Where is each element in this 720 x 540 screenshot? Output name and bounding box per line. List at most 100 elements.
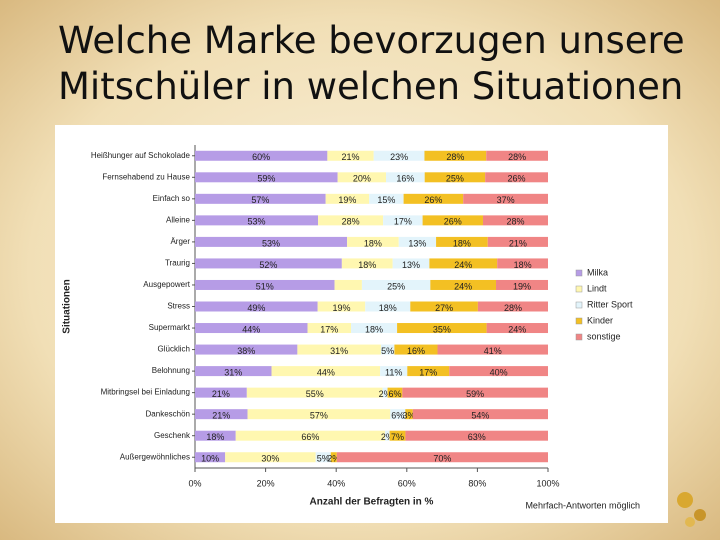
value-label: 19% bbox=[332, 303, 350, 313]
value-label: 49% bbox=[247, 303, 265, 313]
value-label: 24% bbox=[454, 260, 472, 270]
value-label: 31% bbox=[224, 367, 242, 377]
bar-segment bbox=[337, 172, 387, 183]
x-tick-label: 20% bbox=[257, 478, 275, 488]
value-label: 44% bbox=[317, 367, 335, 377]
bar-segment bbox=[317, 301, 366, 312]
value-label: 37% bbox=[497, 195, 515, 205]
bar-segment bbox=[497, 258, 548, 269]
bar-segment bbox=[246, 387, 383, 398]
bar-segment bbox=[351, 323, 398, 334]
value-label: 19% bbox=[338, 195, 356, 205]
bar-segment bbox=[398, 236, 437, 247]
value-label: 53% bbox=[262, 238, 280, 248]
value-label: 59% bbox=[257, 174, 275, 184]
value-label: 25% bbox=[446, 174, 464, 184]
value-label: 24% bbox=[454, 281, 472, 291]
bar-segment bbox=[325, 193, 370, 204]
value-label: 38% bbox=[237, 346, 255, 356]
value-label: 51% bbox=[256, 281, 274, 291]
value-label: 28% bbox=[446, 152, 464, 162]
value-label: 13% bbox=[408, 238, 426, 248]
value-label: 3% bbox=[403, 411, 416, 421]
value-label: 27% bbox=[435, 303, 453, 313]
x-axis-label: Anzahl der Befragten in % bbox=[310, 497, 434, 508]
bar-segment bbox=[486, 323, 548, 334]
value-label: 31% bbox=[330, 346, 348, 356]
value-label: 5% bbox=[381, 346, 394, 356]
bar-segment bbox=[195, 150, 328, 161]
bar-segment bbox=[341, 258, 393, 269]
bar-segment bbox=[402, 387, 548, 398]
legend-label: sonstige bbox=[587, 331, 621, 341]
bar-segment bbox=[195, 301, 318, 312]
bar-segment bbox=[449, 366, 548, 377]
bar-segment bbox=[195, 172, 338, 183]
x-tick-label: 60% bbox=[398, 478, 416, 488]
value-label: 18% bbox=[379, 303, 397, 313]
value-label: 2% bbox=[327, 454, 340, 464]
value-label: 21% bbox=[509, 238, 527, 248]
bar-segment bbox=[369, 193, 404, 204]
bar-segment bbox=[385, 430, 390, 441]
bar-segment bbox=[410, 301, 478, 312]
value-label: 24% bbox=[508, 324, 526, 334]
legend-swatch bbox=[575, 333, 583, 341]
value-label: 41% bbox=[484, 346, 502, 356]
x-tick-label: 80% bbox=[468, 478, 486, 488]
bar-segment bbox=[334, 279, 362, 290]
y-tick-label: Supermarkt bbox=[149, 323, 191, 332]
value-label: 70% bbox=[433, 454, 451, 464]
decoration bbox=[677, 492, 706, 527]
y-tick-label: Dankeschön bbox=[146, 409, 190, 418]
legend-swatch bbox=[575, 269, 583, 277]
value-label: 19% bbox=[513, 281, 531, 291]
value-label: 18% bbox=[358, 260, 376, 270]
title-line: Mitschüler in welchen Situationen bbox=[58, 65, 684, 108]
value-label: 20% bbox=[353, 174, 371, 184]
value-label: 28% bbox=[504, 303, 522, 313]
bar-segment bbox=[330, 452, 337, 463]
bar-segment bbox=[390, 409, 406, 420]
value-label: 18% bbox=[206, 432, 224, 442]
y-tick-label: Ärger bbox=[170, 237, 190, 246]
bar-segment bbox=[412, 409, 548, 420]
bar-segment bbox=[487, 236, 548, 247]
value-label: 18% bbox=[453, 238, 471, 248]
bar-segment bbox=[405, 409, 413, 420]
bar-segment bbox=[382, 387, 388, 398]
y-tick-label: Außergewöhnliches bbox=[120, 452, 190, 461]
bar-segment bbox=[436, 236, 488, 247]
bar-segment bbox=[463, 193, 548, 204]
bar-segment bbox=[195, 409, 248, 420]
legend-label: Milka bbox=[587, 267, 608, 277]
value-label: 28% bbox=[342, 217, 360, 227]
y-tick-label: Mitbringsel bei Einladung bbox=[101, 388, 190, 397]
value-label: 26% bbox=[508, 174, 526, 184]
bar-segment bbox=[195, 193, 326, 204]
bar-segment bbox=[429, 258, 498, 269]
y-tick-label: Alleine bbox=[166, 215, 191, 224]
value-label: 17% bbox=[419, 367, 437, 377]
bar-segment bbox=[195, 258, 342, 269]
bar-segment bbox=[318, 215, 384, 226]
bar-segment bbox=[271, 366, 381, 377]
bar-segment bbox=[195, 215, 319, 226]
value-label: 5% bbox=[317, 454, 330, 464]
legend-label: Lindt bbox=[587, 283, 607, 293]
value-label: 26% bbox=[424, 195, 442, 205]
title-line: Welche Marke bevorzugen unsere bbox=[58, 19, 685, 62]
value-label: 57% bbox=[310, 411, 328, 421]
y-tick-label: Fernsehabend zu Hause bbox=[102, 172, 190, 181]
x-tick-label: 40% bbox=[327, 478, 345, 488]
bar-segment bbox=[386, 172, 425, 183]
bar-segment bbox=[297, 344, 381, 355]
value-label: 55% bbox=[306, 389, 324, 399]
bar-segment bbox=[195, 236, 348, 247]
value-label: 66% bbox=[301, 432, 319, 442]
value-label: 60% bbox=[252, 152, 270, 162]
bar-segment bbox=[327, 150, 374, 161]
value-label: 53% bbox=[248, 217, 266, 227]
value-label: 59% bbox=[466, 389, 484, 399]
